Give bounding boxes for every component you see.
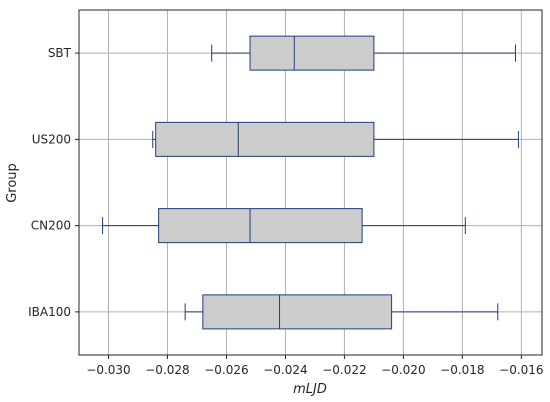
box-us200 [152,121,519,157]
box-series [102,35,519,330]
x-tick-label: −0.028 [145,363,189,377]
box-iba100 [184,294,499,330]
x-tick-label: −0.016 [499,363,543,377]
y-axis-ticks: SBT US200 CN200 IBA100 [28,46,79,319]
y-axis-label: Group [5,163,20,203]
y-tick-label: IBA100 [28,305,71,319]
y-tick-label: SBT [48,46,72,60]
y-tick-label: US200 [32,132,71,146]
y-tick-label: CN200 [31,219,71,233]
iqr-box [158,208,363,244]
iqr-box [202,294,393,330]
x-tick-label: −0.022 [322,363,366,377]
x-tick-label: −0.020 [381,363,425,377]
box-sbt [211,35,516,71]
iqr-box [249,35,375,71]
box-cn200 [102,208,466,244]
x-axis-ticks: −0.030 −0.028 −0.026 −0.024 −0.022 −0.020 −0.0… [86,355,544,377]
x-axis-label: mLJD [293,382,327,397]
plot-frame [78,9,543,356]
x-tick-label: −0.018 [440,363,484,377]
x-tick-label: −0.026 [204,363,248,377]
iqr-box [155,121,375,157]
x-tick-label: −0.030 [86,363,130,377]
x-tick-label: −0.024 [263,363,307,377]
